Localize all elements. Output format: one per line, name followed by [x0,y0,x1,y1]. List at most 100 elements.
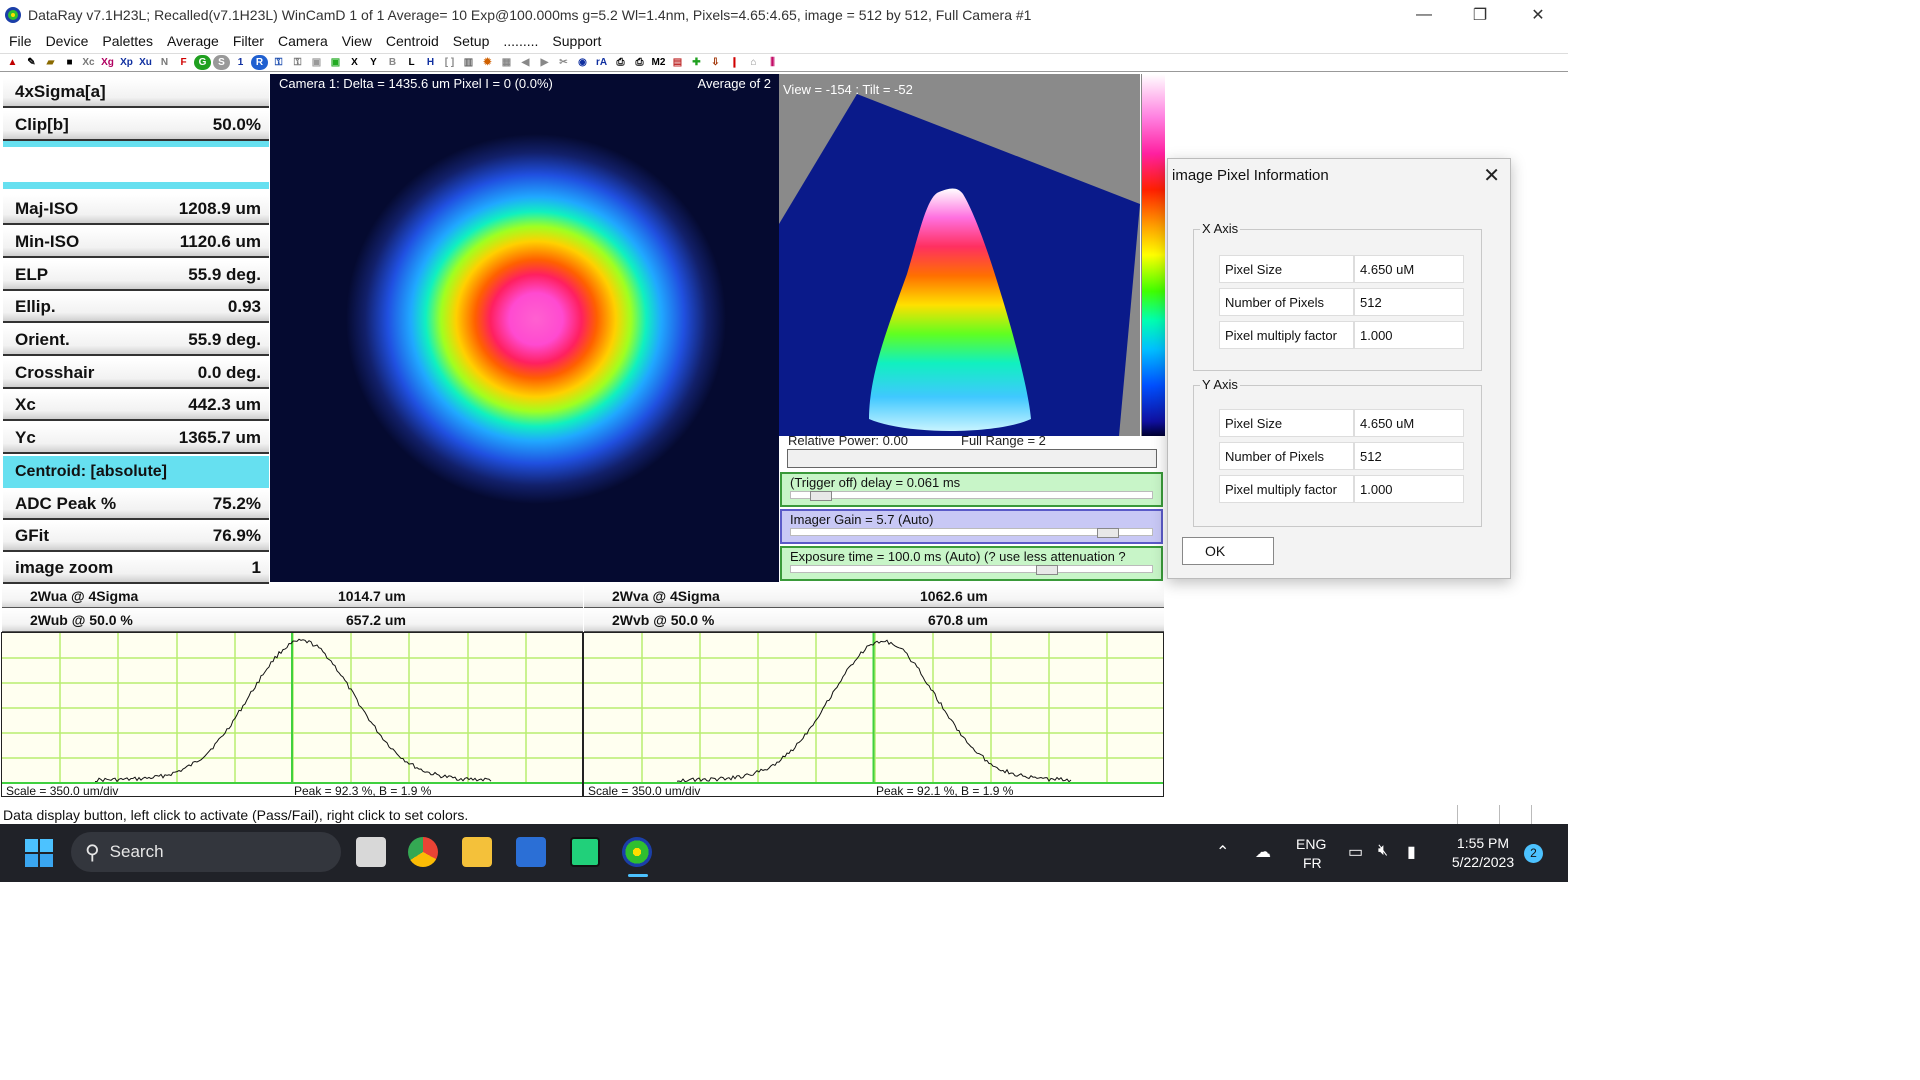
centroid-mode-button[interactable]: Centroid: [absolute] [3,456,269,488]
grid-icon[interactable]: ▦ [501,57,512,68]
bars-icon[interactable]: ⫼ [770,57,775,68]
camera-icon[interactable]: ⌂ [750,57,757,68]
dialog-close-button[interactable]: ✕ [1483,165,1500,187]
tb-x[interactable]: X [351,57,358,68]
param-clip-button[interactable]: Clip[b] 50.0% [3,111,269,141]
tb-s[interactable]: S [213,55,230,70]
green-square-icon[interactable]: ▣ [330,57,341,68]
thermometer-icon[interactable]: ❙ [730,57,739,68]
crosshair-icon[interactable]: ✚ [692,57,701,68]
param-row[interactable]: ELP 55.9 deg. [3,261,269,291]
notification-badge[interactable]: 2 [1524,844,1543,863]
menu-device[interactable]: Device [45,33,89,49]
tb-m2[interactable]: M2 [651,57,666,68]
lock-icon[interactable]: ⚿ [274,57,283,68]
gray-square-icon[interactable]: ▣ [311,57,322,68]
save-icon[interactable]: ■ [66,57,73,68]
slider-thumb[interactable] [1036,565,1058,575]
menu-camera[interactable]: Camera [277,33,328,49]
menu-setup[interactable]: Setup [452,33,490,49]
param-row[interactable]: Orient. 55.9 deg. [3,326,269,356]
slider-track[interactable] [790,565,1153,573]
x-profile-plot[interactable]: Scale = 350.0 um/div Peak = 92.3 %, B = … [1,632,583,797]
tb-1[interactable]: 1 [237,57,244,68]
param-row[interactable]: ADC Peak % 75.2% [3,490,269,520]
clock-date[interactable]: 5/22/2023 [1451,854,1515,870]
print-preview-icon[interactable]: ⎙ [635,57,644,68]
slider-thumb[interactable] [1097,528,1119,538]
unlock-icon[interactable]: ⚿ [293,57,302,68]
slider-track[interactable] [790,491,1153,499]
file-explorer-icon[interactable] [462,837,492,867]
tb-xg[interactable]: Xg [101,57,114,68]
width-result-row[interactable]: 2Wva @ 4Sigma 1062.6 um [584,584,1164,608]
minimize-button[interactable]: — [1416,6,1432,23]
back-arrow-icon[interactable]: ◀ [521,57,530,68]
param-row[interactable]: Crosshair 0.0 deg. [3,359,269,389]
windows-start-icon[interactable] [24,838,54,868]
forward-arrow-icon[interactable]: ▶ [540,57,549,68]
battery-icon[interactable]: ▮ [1407,844,1416,861]
chart-icon[interactable]: ▤ [672,57,683,68]
tb-xu[interactable]: Xu [139,57,152,68]
tb-r[interactable]: R [251,55,268,70]
close-button[interactable]: ✕ [1531,7,1545,24]
speaker-muted-icon[interactable]: 🔇︎ [1378,842,1389,859]
weather-cloud-icon[interactable]: ☁ [1255,844,1271,861]
slider-track[interactable] [790,528,1153,536]
open-folder-icon[interactable]: ▰ [46,57,55,68]
slider-thumb[interactable] [810,491,832,501]
beam-image-view[interactable]: Camera 1: Delta = 1435.6 um Pixel I = 0 … [270,74,779,582]
palette-icon[interactable]: ✹ [483,57,492,68]
tb-h[interactable]: H [426,57,435,68]
restore-button[interactable]: ❐ [1472,7,1488,24]
tb-xc[interactable]: Xc [82,57,95,68]
menu-centroid[interactable]: Centroid [385,33,439,49]
clock-time[interactable]: 1:55 PM [1456,835,1510,851]
param-row[interactable]: Xc 442.3 um [3,391,269,421]
width-result-row[interactable]: 2Wub @ 50.0 % 657.2 um [2,608,583,632]
trigger-delay-slider[interactable]: (Trigger off) delay = 0.061 ms [780,472,1163,507]
language-top[interactable]: ENG [1296,836,1327,852]
chrome-icon[interactable] [408,837,438,867]
width-result-row[interactable]: 2Wua @ 4Sigma 1014.7 um [2,584,583,608]
menu-filter[interactable]: Filter [232,33,264,49]
param-row[interactable]: Min-ISO 1120.6 um [3,228,269,258]
tb-xp[interactable]: Xp [120,57,133,68]
menu-palettes[interactable]: Palettes [102,33,153,49]
menu-support[interactable]: Support [552,33,602,49]
tb-l[interactable]: L [408,57,415,68]
task-view-icon[interactable] [356,837,386,867]
menu-more[interactable]: ......... [503,33,539,49]
print-icon[interactable]: ⎙ [616,57,625,68]
taskbar-search-box[interactable]: ⚲ Search [71,832,341,872]
tb-g[interactable]: G [194,55,211,70]
3d-profile-view[interactable]: View = -154 : Tilt = -52 [779,74,1140,436]
exposure-time-slider[interactable]: Exposure time = 100.0 ms (Auto) (? use l… [780,546,1163,581]
tb-n[interactable]: N [160,57,169,68]
columns-icon[interactable]: ▥ [463,57,474,68]
imager-gain-slider[interactable]: Imager Gain = 5.7 (Auto) [780,509,1163,544]
up-arrow-icon[interactable]: ▲ [7,57,18,68]
download-icon[interactable]: ⇩ [711,57,720,68]
menu-view[interactable]: View [341,33,372,49]
param-row[interactable]: GFit 76.9% [3,522,269,552]
param-mode-button[interactable]: 4xSigma[a] [3,78,269,108]
chevron-up-icon[interactable]: ⌃ [1216,844,1230,861]
pycharm-icon[interactable] [570,837,600,867]
pencil-icon[interactable]: ✎ [27,57,36,68]
tb-y[interactable]: Y [370,57,377,68]
param-row[interactable]: Yc 1365.7 um [3,424,269,454]
ok-button[interactable]: OK [1182,537,1274,565]
width-result-row[interactable]: 2Wvb @ 50.0 % 670.8 um [584,608,1164,632]
language-bottom[interactable]: FR [1303,855,1322,871]
tb-ra[interactable]: rA [595,57,608,68]
tb-b[interactable]: B [388,57,397,68]
tb-f[interactable]: F [180,57,187,68]
network-icon[interactable]: ▭ [1348,844,1364,861]
menu-file[interactable]: File [9,33,32,49]
param-row[interactable]: image zoom 1 [3,554,269,584]
tools-icon[interactable]: ✂ [559,57,568,68]
store-icon[interactable] [516,837,546,867]
menu-average[interactable]: Average [166,33,219,49]
